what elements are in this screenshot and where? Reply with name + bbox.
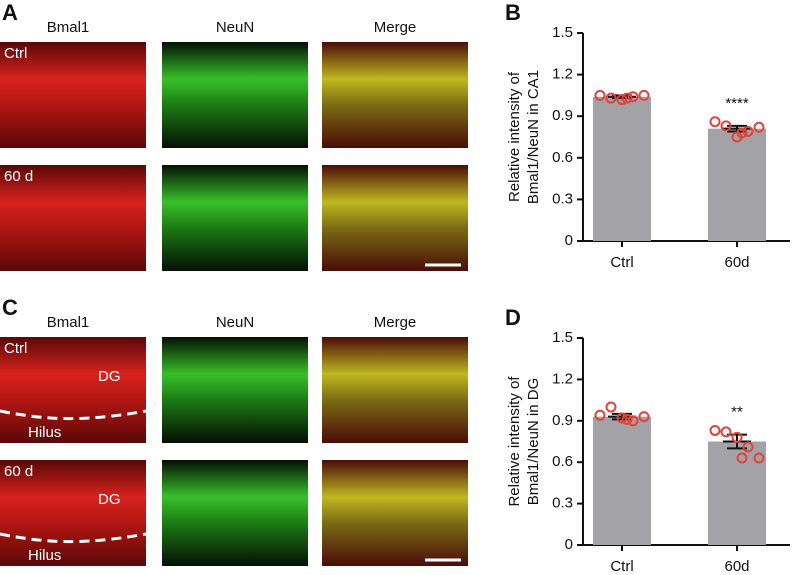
data-point	[605, 401, 617, 413]
y-tick-label: 0.9	[552, 107, 573, 124]
region-label: DG	[98, 368, 121, 385]
data-point	[616, 412, 628, 424]
micrograph	[162, 460, 308, 566]
micrograph	[0, 460, 146, 566]
micrograph	[322, 165, 468, 271]
data-point	[616, 94, 628, 106]
micrograph	[322, 337, 468, 443]
data-point	[753, 452, 765, 464]
micrograph	[162, 165, 308, 271]
y-tick-label: 0.3	[552, 190, 573, 207]
data-point	[736, 452, 748, 464]
data-point	[753, 121, 765, 133]
micrograph	[322, 42, 468, 148]
data-point	[720, 120, 732, 132]
y-tick-label: 1.5	[552, 329, 573, 346]
x-tick-label: 60d	[724, 254, 749, 271]
y-tick-label: 0.6	[552, 149, 573, 166]
y-tick-label: 1.5	[552, 24, 573, 41]
row-label: 60 d	[4, 168, 33, 185]
data-point	[731, 431, 743, 443]
y-tick-label: 1.2	[552, 370, 573, 387]
data-point	[621, 92, 633, 104]
bar	[708, 128, 766, 241]
data-point	[621, 413, 633, 425]
column-label: NeuN	[216, 314, 254, 331]
panel-label: D	[505, 305, 521, 330]
data-point	[720, 426, 732, 438]
micrograph	[322, 460, 468, 566]
data-point	[709, 116, 721, 128]
column-label: Merge	[374, 314, 417, 331]
y-axis-title: Relative intensity of	[506, 71, 523, 202]
column-label: Merge	[374, 19, 417, 36]
data-point	[594, 409, 606, 421]
row-label: 60 d	[4, 463, 33, 480]
x-tick-label: Ctrl	[610, 558, 633, 575]
y-tick-label: 0.3	[552, 495, 573, 512]
micrograph	[162, 337, 308, 443]
micrograph	[0, 337, 146, 443]
y-tick-label: 0.6	[552, 453, 573, 470]
data-point	[736, 127, 748, 139]
micrograph	[0, 165, 146, 271]
data-point	[709, 424, 721, 436]
y-tick-label: 0.9	[552, 412, 573, 429]
panel-label: C	[2, 295, 18, 320]
row-label: Ctrl	[4, 45, 27, 62]
significance: **	[731, 404, 743, 421]
data-point	[627, 91, 639, 103]
bar	[593, 416, 651, 545]
significance: ****	[725, 95, 749, 112]
x-tick-label: 60d	[724, 558, 749, 575]
region-label: DG	[98, 491, 121, 508]
bar	[593, 96, 651, 241]
region-label: Hilus	[28, 424, 61, 441]
x-tick-label: Ctrl	[610, 254, 633, 271]
panel-label: A	[2, 0, 18, 25]
column-label: Bmal1	[47, 19, 90, 36]
data-point	[627, 415, 639, 427]
y-axis-title: Bmal1/NeuN in DG	[525, 378, 542, 506]
column-label: NeuN	[216, 19, 254, 36]
data-point	[594, 89, 606, 101]
data-point	[638, 411, 650, 423]
data-point	[742, 125, 754, 137]
row-label: Ctrl	[4, 340, 27, 357]
data-point	[605, 92, 617, 104]
y-tick-label: 0	[565, 536, 573, 553]
data-point	[638, 89, 650, 101]
column-label: Bmal1	[47, 314, 90, 331]
panel-label: B	[505, 0, 521, 25]
micrograph	[162, 42, 308, 148]
y-axis-title: Bmal1/NeuN in CA1	[525, 70, 542, 204]
y-axis-title: Relative intensity of	[506, 376, 523, 507]
region-label: Hilus	[28, 547, 61, 564]
data-point	[742, 441, 754, 453]
y-tick-label: 0	[565, 232, 573, 249]
y-tick-label: 1.2	[552, 66, 573, 83]
micrograph	[0, 42, 146, 148]
